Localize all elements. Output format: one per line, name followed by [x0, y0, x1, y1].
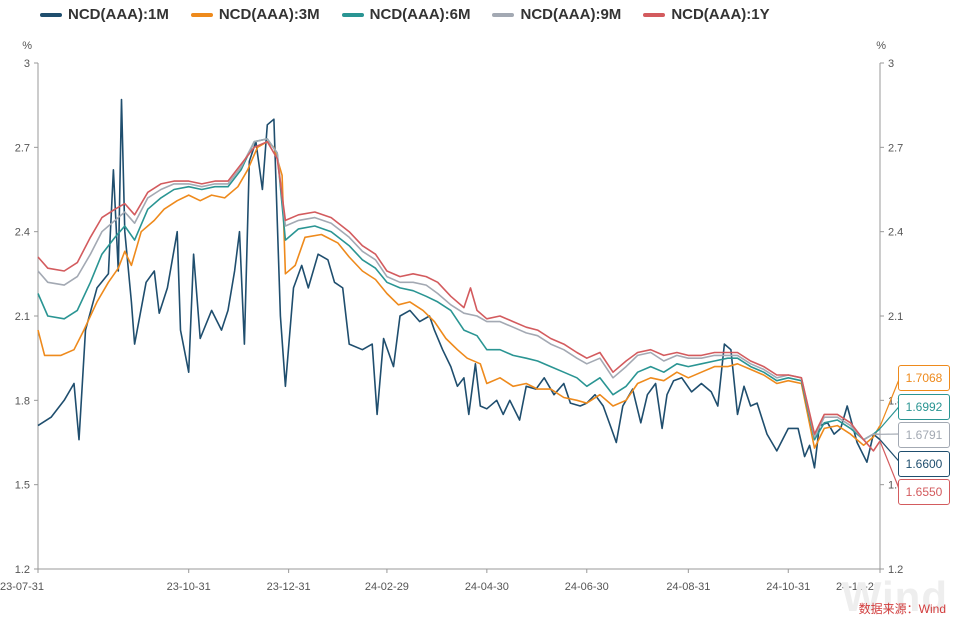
y-tick-label-left: 1.8: [15, 395, 30, 407]
legend-label: NCD(AAA):9M: [520, 6, 622, 23]
legend-item: NCD(AAA):9M: [492, 6, 621, 23]
legend-swatch: [40, 12, 62, 17]
x-tick-label: 24-10-31: [766, 581, 810, 593]
legend-swatch: [492, 12, 515, 17]
x-tick-label: 24-06-30: [565, 581, 609, 593]
x-tick-label: 23-12-31: [267, 581, 311, 593]
y-tick-label-right: 2.7: [888, 142, 903, 154]
legend-label: NCD(AAA):3M: [218, 6, 320, 23]
value-connector: [879, 405, 901, 430]
last-value-box: 1.7068: [898, 365, 950, 391]
series-line: [37, 98, 881, 469]
y-unit-left: %: [22, 40, 32, 52]
watermark: Wind: [841, 573, 948, 620]
series-line: [37, 140, 881, 449]
legend: NCD(AAA):1M NCD(AAA):3M NCD(AAA):6M NCD(AAA…: [40, 6, 770, 23]
last-value-box: 1.6791: [898, 422, 950, 448]
y-tick-label-right: 2.4: [888, 227, 903, 239]
legend-item: NCD(AAA):1Y: [643, 6, 770, 23]
x-tick-label: 23-10-31: [167, 581, 211, 593]
last-value-box: 1.6992: [898, 393, 950, 420]
value-connector: [879, 440, 901, 492]
value-connector: [879, 376, 901, 427]
series-line: [37, 138, 881, 441]
y-unit-right: %: [876, 40, 886, 52]
x-tick-label: 24-02-29: [365, 581, 409, 593]
x-tick-label: 24-04-30: [465, 581, 509, 593]
y-tick-label-right: 3: [888, 58, 894, 70]
legend-label: NCD(AAA):6M: [369, 6, 471, 23]
legend-label: NCD(AAA):1M: [68, 6, 169, 23]
series-line: [37, 140, 881, 452]
legend-swatch: [190, 12, 213, 17]
legend-swatch: [341, 12, 364, 17]
y-tick-label-right: 2.1: [888, 311, 903, 323]
last-value-box: 1.6600: [898, 450, 950, 477]
last-value-box: 1.6550: [898, 479, 950, 505]
y-tick-label-left: 2.4: [15, 227, 30, 239]
y-tick-label-left: 1.5: [15, 480, 30, 492]
legend-item: NCD(AAA):6M: [341, 6, 471, 23]
y-tick-label-left: 2.7: [15, 142, 30, 154]
y-tick-label-left: 3: [24, 58, 30, 70]
legend-swatch: [643, 12, 666, 17]
series-line: [37, 138, 881, 441]
source-note: 数据来源：Wind: [858, 602, 946, 616]
value-connector: [879, 439, 901, 463]
x-tick-label: 24-12-26: [836, 581, 880, 593]
x-tick-label: 24-08-31: [666, 581, 710, 593]
y-tick-label-left: 1.2: [15, 564, 30, 576]
y-tick-label-left: 2.1: [15, 311, 30, 323]
y-tick-label-right: 1.2: [888, 564, 903, 576]
x-tick-label: 23-07-31: [0, 581, 44, 593]
legend-label: NCD(AAA):1Y: [671, 6, 770, 23]
legend-item: NCD(AAA):3M: [190, 6, 320, 23]
legend-item: NCD(AAA):1M: [40, 6, 169, 23]
